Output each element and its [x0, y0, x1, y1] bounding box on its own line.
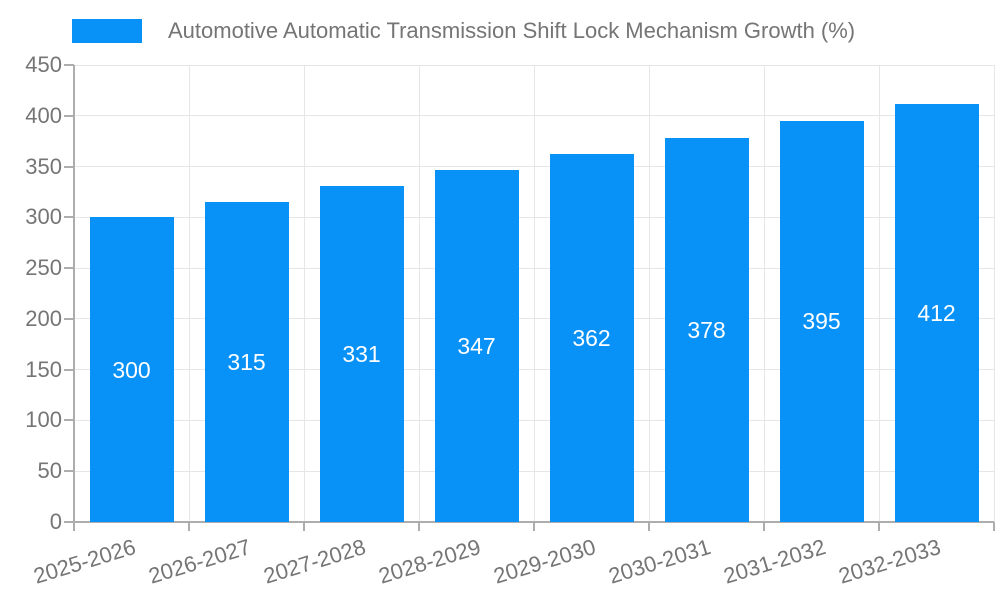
y-tick-mark	[64, 216, 74, 219]
gridline-vertical	[418, 65, 420, 522]
gridline-vertical	[533, 65, 535, 522]
bar[interactable]: 300	[89, 217, 174, 522]
gridline-vertical	[993, 65, 995, 522]
y-tick-mark	[64, 165, 74, 168]
y-axis-label: 300	[25, 204, 62, 230]
x-axis-label: 2029-2030	[490, 534, 599, 589]
x-tick-mark	[188, 522, 190, 531]
y-axis-label: 400	[25, 102, 62, 128]
y-axis-label: 100	[25, 407, 62, 433]
bar[interactable]: 331	[319, 185, 404, 522]
x-axis-line	[74, 521, 994, 523]
bar[interactable]: 347	[434, 169, 519, 522]
gridline-vertical	[648, 65, 650, 522]
y-tick-mark	[64, 419, 74, 422]
x-axis-label: 2032-2033	[835, 534, 944, 589]
bar-value-label: 378	[687, 317, 726, 344]
y-axis-label: 50	[37, 458, 62, 484]
x-tick-mark	[303, 522, 305, 531]
y-tick-mark	[64, 470, 74, 473]
y-tick-mark	[64, 267, 74, 270]
y-tick-mark	[64, 521, 74, 523]
y-tick-mark	[64, 64, 74, 66]
bar-value-label: 362	[572, 325, 611, 352]
bar[interactable]: 378	[664, 138, 749, 522]
x-axis-label: 2026-2027	[145, 534, 254, 589]
x-tick-mark	[993, 522, 995, 531]
x-tick-mark	[878, 522, 880, 531]
gridline-vertical	[188, 65, 190, 522]
bar-value-label: 395	[802, 308, 841, 335]
x-axis-label: 2031-2032	[720, 534, 829, 589]
legend-swatch[interactable]	[72, 19, 142, 43]
x-tick-mark	[533, 522, 535, 531]
x-tick-mark	[418, 522, 420, 531]
y-axis-label: 150	[25, 356, 62, 382]
y-axis-label: 450	[25, 52, 62, 77]
bar[interactable]: 395	[779, 120, 864, 522]
bar-value-label: 412	[917, 299, 956, 326]
x-tick-mark	[648, 522, 650, 531]
x-axis-label: 2030-2031	[605, 534, 714, 589]
bar-value-label: 331	[342, 340, 381, 367]
y-tick-mark	[64, 317, 74, 320]
bar-value-label: 315	[227, 349, 266, 376]
y-axis-label: 200	[25, 305, 62, 331]
legend[interactable]: Automotive Automatic Transmission Shift …	[72, 18, 855, 44]
legend-label[interactable]: Automotive Automatic Transmission Shift …	[168, 18, 856, 43]
y-axis-label: 350	[25, 153, 62, 179]
x-axis-label: 2027-2028	[260, 534, 369, 589]
y-axis-label: 250	[25, 255, 62, 281]
gridline-vertical	[763, 65, 765, 522]
gridline-vertical	[303, 65, 305, 522]
x-axis-label: 2028-2029	[375, 534, 484, 589]
bar[interactable]: 315	[204, 202, 289, 522]
bar-value-label: 347	[457, 332, 496, 359]
y-axis-label: 0	[49, 509, 62, 534]
x-axis-label: 2025-2026	[30, 534, 139, 589]
y-tick-mark	[64, 368, 74, 371]
x-tick-mark	[763, 522, 765, 531]
bar[interactable]: 412	[894, 103, 979, 522]
bar[interactable]: 362	[549, 154, 634, 522]
bar-value-label: 300	[112, 356, 151, 383]
y-tick-mark	[64, 114, 74, 117]
gridline-vertical	[878, 65, 880, 522]
y-axis-line	[73, 65, 75, 531]
